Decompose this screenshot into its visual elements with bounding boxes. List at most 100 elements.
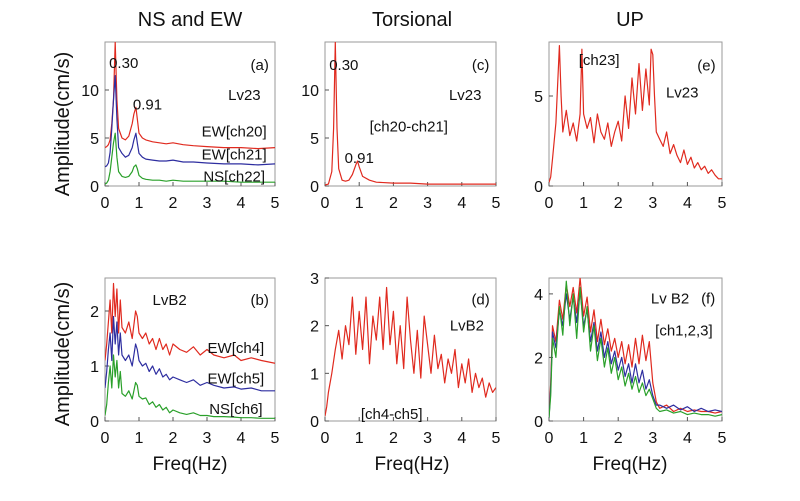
x-tick-label: 5	[492, 195, 501, 212]
panel-f: 0 1 2 3 4 5 0 2 4 Lv B2 (f) [ch1,2,3]	[534, 277, 727, 447]
annotation-label: (a)	[251, 57, 269, 74]
x-tick-label: 3	[648, 430, 657, 447]
annotation-label: [ch1,2,3]	[655, 322, 713, 339]
x-tick-label: 4	[683, 430, 692, 447]
series-line-ew-ch21	[105, 74, 275, 168]
x-tick-label: 1	[579, 195, 588, 212]
plot-frame-e	[548, 41, 723, 187]
y-tick-label: 10	[81, 83, 99, 100]
x-tick-label: 1	[135, 430, 144, 447]
y-tick-label: 2	[534, 350, 543, 367]
annotation-label: NS[ch6]	[209, 401, 262, 418]
y-tick-label: 5	[534, 89, 543, 106]
y-tick-label: 5	[90, 131, 99, 148]
y-tick-label: 0	[534, 179, 543, 196]
y-axis-label-bottom: Amplitude(cm/s)	[52, 282, 74, 426]
annotation-label: 0.30	[109, 55, 138, 72]
x-tick-label: 1	[355, 430, 364, 447]
annotation-label: 0.30	[329, 57, 358, 74]
x-tick-label: 2	[389, 430, 398, 447]
x-tick-label: 0	[545, 430, 554, 447]
x-axis-label-left: Freq(Hz)	[153, 454, 228, 475]
x-axis-label-right: Freq(Hz)	[593, 454, 668, 475]
y-tick-label: 2	[310, 319, 319, 336]
x-tick-label: 3	[203, 430, 212, 447]
x-tick-label: 3	[423, 430, 432, 447]
annotation-label: EW[ch4]	[208, 340, 265, 357]
x-tick-label: 3	[203, 195, 212, 212]
x-tick-label: 5	[492, 430, 501, 447]
column-title-up: UP	[616, 9, 644, 31]
x-tick-label: 4	[457, 195, 466, 212]
x-tick-label: 3	[648, 195, 657, 212]
plot-frame-d	[324, 277, 497, 422]
panel-e: 0 1 2 3 4 5 0 5 (e) Lv23 [ch23]	[534, 41, 727, 212]
y-tick-label: 0	[90, 179, 99, 196]
y-tick-label: 5	[310, 131, 319, 148]
annotation-label: NS[ch22]	[203, 168, 265, 185]
x-tick-label: 1	[355, 195, 364, 212]
x-tick-label: 3	[423, 195, 432, 212]
y-tick-label: 2	[90, 304, 99, 321]
y-tick-label: 4	[534, 287, 543, 304]
y-tick-label: 1	[90, 359, 99, 376]
series-line-ch23	[549, 44, 722, 183]
annotation-label: Lv23	[449, 87, 482, 104]
x-tick-label: 0	[321, 430, 330, 447]
x-tick-label: 5	[718, 430, 727, 447]
plot-frame-b	[104, 277, 276, 422]
x-tick-label: 0	[101, 430, 110, 447]
annotation-label: EW[ch21]	[202, 146, 267, 163]
y-tick-label: 0	[310, 179, 319, 196]
panel-a: 0 1 2 3 4 5 0 5 10 (a) Lv23 0.30 0.91 EW[ch20] EW[ch21…	[81, 41, 280, 212]
x-tick-label: 5	[718, 195, 727, 212]
column-title-ns-ew: NS and EW	[138, 9, 243, 31]
annotation-label: LvB2	[450, 318, 484, 335]
annotation-label: [ch20-ch21]	[370, 118, 448, 135]
x-tick-label: 5	[271, 195, 280, 212]
series-line-ew-ch4	[105, 282, 275, 364]
x-tick-label: 2	[614, 195, 623, 212]
annotation-label: 0.91	[345, 150, 374, 167]
annotation-label: LvB2	[152, 292, 186, 309]
x-tick-label: 0	[545, 195, 554, 212]
series-line-ew-ch5	[105, 315, 275, 392]
panel-b: 0 1 2 3 4 5 0 1 2 LvB2 (b) EW[ch4] EW[ch5] NS[ch6]	[90, 277, 280, 447]
x-tick-label: 4	[683, 195, 692, 212]
y-tick-label: 0	[310, 414, 319, 431]
annotation-label: Lv B2	[651, 291, 689, 308]
panels: 0 1 2 3 4 50510(a)Lv230.300.91EW[ch20]EW[ch21…	[81, 41, 727, 447]
annotation-label: (c)	[472, 57, 490, 74]
series-line-ns-ch6	[105, 354, 275, 419]
x-tick-label: 2	[614, 430, 623, 447]
annotation-label: Lv23	[666, 84, 699, 101]
x-tick-label: 4	[237, 195, 246, 212]
x-axis-label-center: Freq(Hz)	[375, 454, 450, 475]
series-line-ch1	[549, 278, 722, 415]
x-tick-label: 5	[271, 430, 280, 447]
x-tick-label: 0	[101, 195, 110, 212]
column-title-torsional: Torsional	[372, 9, 452, 31]
annotation-label: (b)	[251, 292, 269, 309]
annotation-label: EW[ch20]	[202, 123, 267, 140]
series-line-ch4-ch5	[325, 286, 496, 417]
x-tick-label: 1	[579, 430, 588, 447]
y-axis-label-top: Amplitude(cm/s)	[52, 52, 74, 196]
y-tick-label: 3	[310, 271, 319, 288]
annotation-label: (f)	[701, 291, 715, 308]
series-line-ns-ch22	[105, 132, 275, 185]
x-tick-label: 2	[389, 195, 398, 212]
panel-d: 0 1 2 3 4 5 0 1 2 3 (d) LvB2 [ch4-ch5]	[310, 271, 500, 447]
x-tick-label: 0	[321, 195, 330, 212]
y-tick-label: 0	[90, 414, 99, 431]
annotation-label: [ch23]	[579, 52, 620, 69]
annotation-label: (d)	[471, 291, 489, 308]
plot-frame-a	[104, 41, 276, 187]
series-line-ch3	[549, 280, 722, 418]
x-tick-label: 2	[169, 430, 178, 447]
x-tick-label: 1	[135, 195, 144, 212]
y-tick-label: 0	[534, 414, 543, 431]
plot-frame-f	[548, 277, 723, 422]
x-tick-label: 4	[237, 430, 246, 447]
